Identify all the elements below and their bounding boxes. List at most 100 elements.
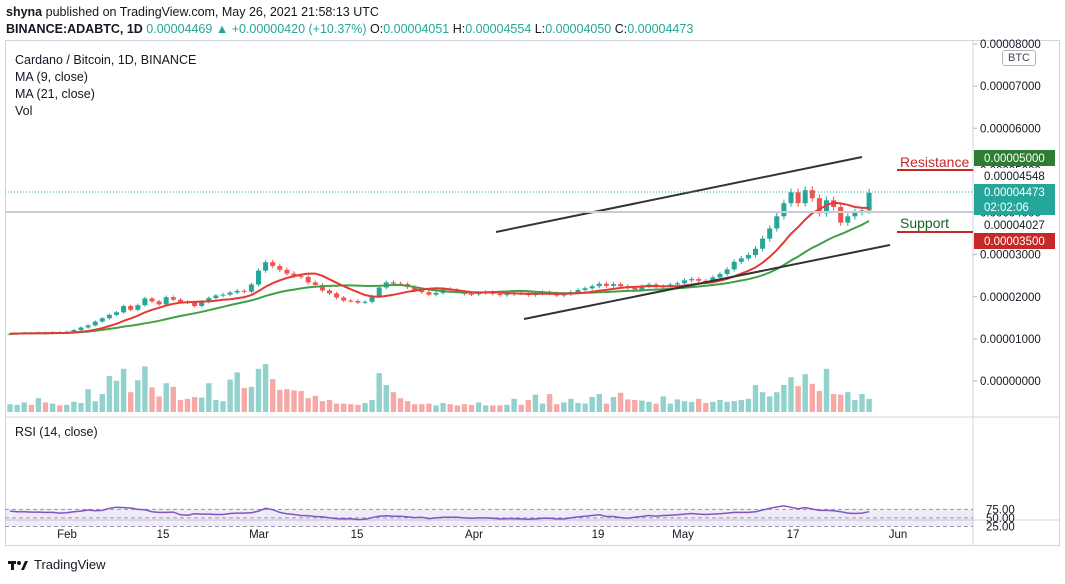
bar-countdown-tag-bg: [974, 199, 1055, 215]
publisher-line: shyna published on TradingView.com, May …: [6, 5, 379, 19]
volume-bar: [28, 404, 34, 412]
volume-bar: [710, 401, 716, 412]
volume-bar: [838, 394, 844, 412]
candle-body: [270, 262, 276, 266]
volume-bar: [554, 404, 560, 412]
volume-bar: [305, 398, 311, 412]
candle-body: [816, 198, 822, 214]
volume-bar: [113, 380, 120, 412]
volume-bar: [326, 400, 333, 412]
volume-bar: [511, 398, 517, 412]
candle-body: [199, 301, 205, 307]
candle-body: [788, 192, 794, 204]
volume-bar: [823, 368, 830, 412]
volume-bar: [610, 397, 617, 412]
volume-bar: [696, 398, 702, 412]
volume-bar: [468, 404, 475, 412]
y-tick-label: 0.00001000: [980, 334, 1041, 346]
candle-body: [589, 286, 595, 289]
volume-bar: [504, 404, 510, 412]
volume-bar: [390, 392, 397, 412]
candle-body: [128, 306, 134, 310]
candle-body: [639, 286, 645, 290]
volume-bar: [703, 403, 709, 412]
candle-body: [312, 282, 318, 285]
volume-bar: [135, 380, 141, 412]
volume-bar: [341, 403, 347, 412]
candle-body: [78, 327, 84, 331]
x-tick-label: Mar: [249, 529, 269, 541]
volume-bar: [461, 404, 468, 412]
volume-bar: [319, 401, 326, 412]
volume-bar: [355, 404, 361, 412]
candle-body: [802, 190, 808, 204]
volume-bar: [639, 400, 645, 412]
candle-body: [426, 292, 432, 295]
chart-frame[interactable]: [5, 40, 1060, 546]
volume-bar: [745, 398, 752, 412]
volume-bar: [170, 386, 176, 412]
volume-bar: [383, 385, 389, 412]
candle-body: [561, 294, 567, 296]
ohlc-line: BINANCE:ADABTC, 1D 0.00004469 ▲ +0.00000…: [6, 22, 693, 36]
volume-bar: [724, 401, 730, 412]
volume-bar: [788, 377, 794, 412]
legend-ma21[interactable]: MA (21, close): [15, 87, 95, 101]
volume-bar: [589, 397, 595, 412]
candle-body: [497, 293, 503, 296]
candle-body: [355, 300, 361, 303]
volume-bar: [220, 401, 226, 412]
volume-bar: [490, 405, 496, 412]
x-tick-label: 19: [592, 529, 605, 541]
candle-body: [298, 276, 304, 278]
volume-bar: [369, 400, 375, 412]
candle-body: [632, 287, 638, 290]
currency-badge[interactable]: BTC: [1002, 50, 1036, 66]
y-tick-label: 0.00000000: [980, 376, 1041, 388]
volume-bar: [7, 404, 13, 412]
footer-brand[interactable]: TradingView: [8, 557, 106, 572]
candle-body: [277, 265, 283, 270]
volume-bar: [632, 400, 638, 412]
candle-body: [824, 200, 829, 214]
last-price-tag-bg: [974, 184, 1055, 200]
volume-bar: [142, 366, 148, 412]
volume-bar: [156, 396, 162, 412]
legend-ma9[interactable]: MA (9, close): [15, 70, 88, 84]
candle-body: [390, 282, 396, 284]
candle-body: [291, 273, 297, 277]
resistance-price-tag: 0.00005000: [984, 153, 1045, 165]
volume-bar: [660, 396, 666, 412]
candle-body: [781, 203, 787, 217]
volume-bar: [184, 398, 191, 412]
candle-body: [469, 293, 474, 295]
resistance-label: Resistance: [900, 154, 969, 170]
volume-bar: [568, 398, 574, 412]
volume-bar: [454, 405, 460, 412]
volume-bar: [774, 392, 780, 412]
candle-body: [376, 287, 382, 297]
open-value: 0.00004051: [383, 22, 450, 36]
low-value: 0.00004050: [545, 22, 612, 36]
candle-body: [163, 297, 169, 305]
volume-bar: [270, 379, 276, 412]
candle-body: [85, 325, 91, 328]
low-label: L:: [534, 22, 546, 36]
candle-body: [866, 192, 872, 211]
volume-bar: [646, 401, 652, 412]
close-label: C:: [614, 22, 628, 36]
legend-rsi[interactable]: RSI (14, close): [15, 425, 98, 439]
candle-body: [611, 284, 616, 286]
candle-body: [213, 295, 219, 299]
candle-body: [220, 294, 226, 296]
legend-vol[interactable]: Vol: [15, 104, 33, 118]
volume-bar: [539, 403, 546, 412]
y-tick-label: 0.00003000: [980, 250, 1041, 262]
volume-bar: [440, 403, 446, 412]
legend-title[interactable]: Cardano / Bitcoin, 1D, BINANCE: [15, 53, 197, 67]
candle-body: [327, 290, 332, 294]
price-change: +0.00000420 (+10.37%): [231, 22, 367, 36]
candle-body: [177, 299, 183, 302]
volume-bar: [71, 401, 77, 412]
